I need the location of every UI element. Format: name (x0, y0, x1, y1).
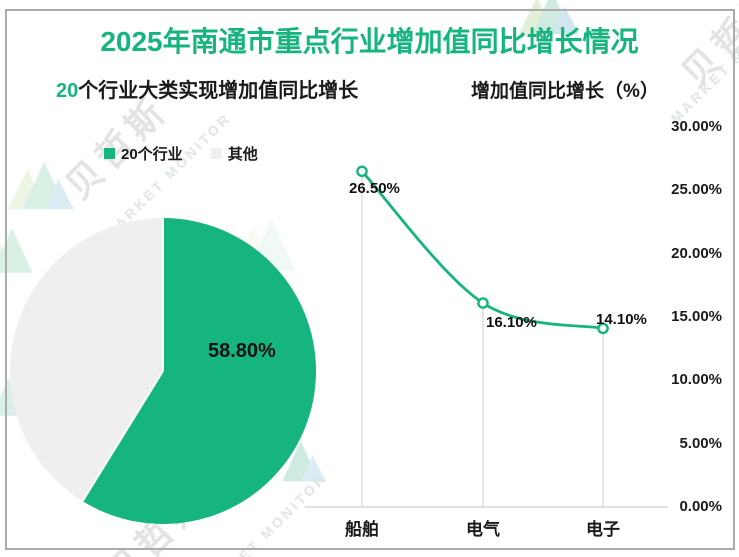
x-axis-category-label: 电子 (586, 520, 620, 539)
chart-frame-border (5, 9, 735, 550)
pie-data-label: 58.80% (208, 340, 276, 362)
pie-title-text: 个行业大类实现增加值同比增长 (78, 80, 359, 102)
y-axis-tick-label: 15.00% (671, 308, 722, 325)
legend-label: 20个行业 (121, 146, 183, 163)
x-axis-category-label: 电气 (466, 520, 500, 539)
x-axis-category-label: 船舶 (345, 520, 379, 539)
pie-chart: 58.80% (10, 218, 316, 524)
y-axis-tick-label: 5.00% (679, 434, 722, 452)
y-axis-tick-label: 0.00% (679, 498, 722, 515)
line-data-label: 16.10% (486, 314, 537, 332)
pie-slice-separator (162, 218, 164, 371)
data-point-marker (597, 322, 609, 335)
pie-title-number: 20 (56, 80, 79, 102)
y-axis-tick-label: 20.00% (671, 244, 722, 262)
legend-swatch-icon (104, 148, 115, 159)
y-axis-tick-label: 30.00% (671, 118, 722, 135)
legend-item-20-industries: 20个行业 (104, 143, 183, 164)
data-point-marker (356, 165, 368, 178)
line-chart-title: 增加值同比增长（%） (471, 81, 659, 102)
data-point-marker (477, 297, 489, 309)
legend-swatch-icon (210, 148, 222, 159)
legend-label: 其他 (227, 146, 258, 163)
line-data-label: 26.50% (349, 180, 400, 198)
pie-legend: 20个行业 其他 (104, 143, 258, 164)
pie-chart-title: 20个行业大类实现增加值同比增长 (56, 74, 358, 103)
line-chart-plot (305, 165, 668, 508)
pie-slice-separator (81, 370, 164, 502)
page-title: 2025年南通市重点行业增加值同比增长情况 (100, 26, 639, 57)
legend-item-other: 其他 (210, 143, 258, 164)
line-data-label: 14.10% (596, 311, 647, 329)
y-axis-tick-label: 10.00% (671, 371, 722, 389)
y-axis-tick-label: 25.00% (671, 181, 722, 199)
